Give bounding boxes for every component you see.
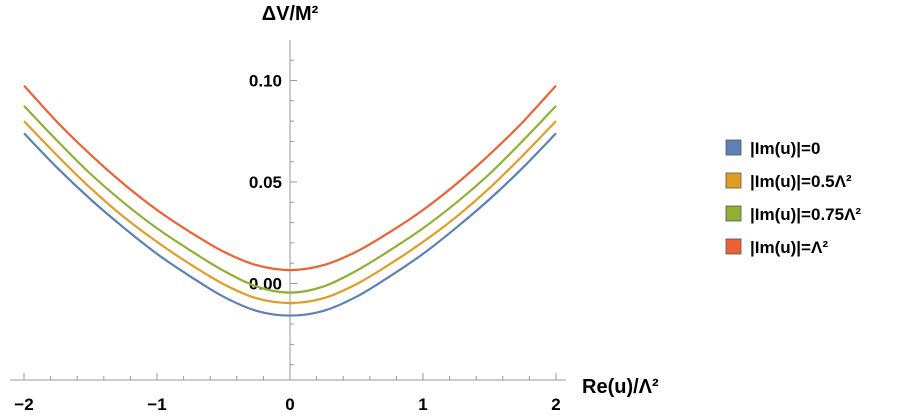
y-tick-label: 0.05 — [249, 173, 282, 192]
x-axis-title: Re(u)/Λ² — [582, 376, 659, 398]
legend-swatch-4 — [725, 238, 742, 255]
legend-swatch-2 — [725, 172, 742, 189]
axes: −2 −1 0 1 2 0.00 0.05 0.10 ΔV/M² Re(u)/Λ² — [10, 3, 659, 414]
legend-label-2: |Im(u)|=0.5Λ² — [750, 172, 852, 191]
y-axis-title: ΔV/M² — [262, 3, 319, 25]
series-layer — [23, 84, 557, 317]
legend-swatch-1 — [725, 139, 742, 156]
x-tick-label: 0 — [285, 395, 294, 414]
x-tick-label: 1 — [418, 395, 427, 414]
legend-swatch-3 — [725, 205, 742, 222]
series-line-1 — [23, 132, 557, 317]
legend-label-3: |Im(u)|=0.75Λ² — [750, 205, 861, 224]
x-tick-label: 2 — [551, 395, 560, 414]
series-line-4 — [23, 84, 557, 272]
legend: |Im(u)|=0 |Im(u)|=0.5Λ² |Im(u)|=0.75Λ² |Im(… — [725, 139, 861, 257]
x-tick-label: −1 — [147, 395, 166, 414]
y-tick-label: 0.00 — [249, 275, 282, 294]
x-tick-label: −2 — [14, 395, 33, 414]
series-line-3 — [23, 105, 557, 294]
y-tick-label: 0.10 — [249, 72, 282, 91]
legend-label-1: |Im(u)|=0 — [750, 139, 820, 158]
series-line-2 — [23, 120, 557, 305]
legend-label-4: |Im(u)|=Λ² — [750, 238, 828, 257]
